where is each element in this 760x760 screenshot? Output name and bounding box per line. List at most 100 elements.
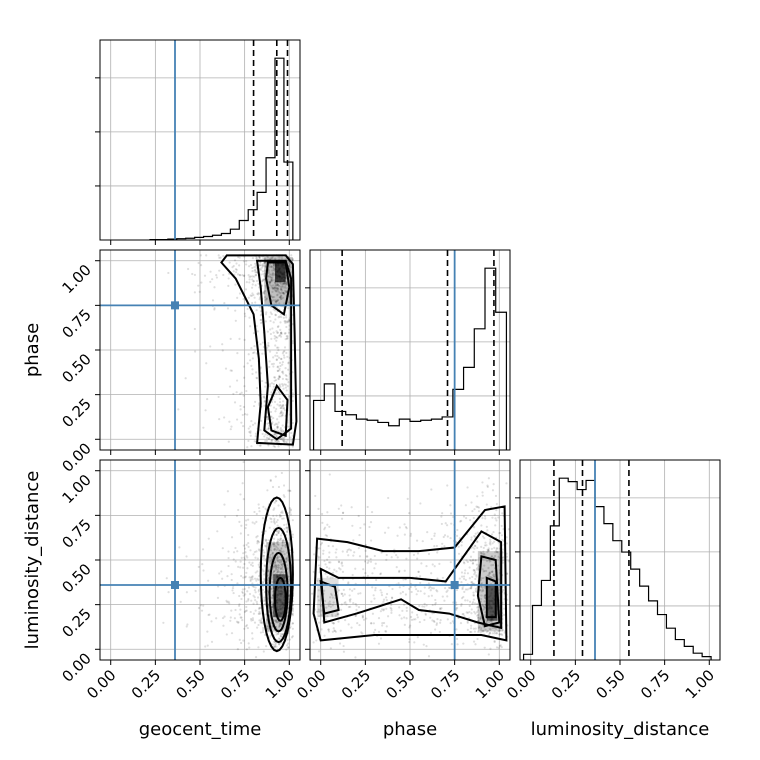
sample-point — [249, 275, 252, 278]
sample-point — [273, 286, 276, 289]
sample-point — [495, 519, 498, 522]
sample-point — [419, 581, 422, 585]
sample-point — [315, 639, 318, 642]
sample-point — [273, 295, 276, 299]
sample-point — [276, 543, 279, 546]
sample-point — [269, 311, 272, 314]
sample-point — [369, 521, 373, 524]
sample-point — [460, 580, 463, 584]
sample-point — [275, 546, 278, 549]
sample-point — [290, 636, 294, 639]
sample-point — [251, 278, 254, 281]
sample-point — [374, 562, 377, 565]
sample-point — [247, 427, 250, 430]
sample-point — [462, 561, 465, 564]
sample-point — [274, 378, 278, 382]
sample-point — [274, 344, 277, 347]
sample-point — [328, 525, 331, 528]
sample-point — [249, 430, 252, 433]
sample-point — [480, 630, 484, 633]
sample-point — [283, 495, 286, 498]
sample-point — [279, 635, 282, 638]
sample-point — [291, 421, 294, 425]
sample-point — [286, 528, 289, 531]
sample-point — [276, 369, 279, 372]
sample-point — [324, 572, 327, 575]
sample-point — [475, 563, 479, 566]
sample-point — [339, 629, 342, 632]
sample-point — [275, 621, 278, 624]
sample-point — [497, 516, 500, 519]
sample-point — [254, 264, 257, 267]
sample-point — [283, 280, 286, 284]
sample-point — [274, 566, 278, 570]
sample-point — [275, 542, 278, 545]
sample-point — [280, 331, 283, 334]
sample-point — [490, 614, 493, 617]
sample-point — [278, 415, 281, 418]
sample-point — [318, 547, 321, 550]
sample-point — [242, 544, 245, 547]
sample-point — [472, 591, 475, 594]
sample-point — [280, 641, 283, 644]
sample-point — [277, 390, 281, 394]
sample-point — [281, 263, 284, 266]
sample-point — [258, 507, 261, 510]
sample-point — [285, 526, 288, 529]
sample-point — [247, 599, 250, 602]
sample-point — [280, 315, 283, 319]
sample-point — [279, 298, 282, 301]
sample-point — [278, 374, 281, 377]
sample-point — [202, 604, 205, 607]
sample-point — [383, 531, 387, 534]
sample-point — [272, 388, 275, 391]
sample-point — [278, 513, 282, 517]
sample-point — [273, 337, 276, 340]
sample-point — [279, 566, 282, 569]
sample-point — [344, 601, 347, 604]
sample-point — [381, 622, 384, 625]
sample-point — [270, 625, 274, 628]
sample-point — [449, 536, 452, 540]
sample-point — [250, 286, 254, 289]
sample-point — [259, 343, 262, 346]
sample-point — [238, 273, 241, 277]
sample-point — [279, 614, 282, 617]
sample-point — [276, 287, 279, 290]
sample-point — [272, 356, 275, 359]
sample-point — [284, 321, 287, 324]
sample-point — [281, 285, 284, 288]
sample-point — [430, 488, 433, 491]
sample-point — [469, 559, 472, 562]
sample-point — [280, 283, 283, 286]
sample-point — [278, 383, 281, 386]
sample-point — [258, 606, 261, 609]
sample-point — [335, 570, 338, 573]
sample-point — [193, 291, 196, 294]
sample-point — [205, 254, 208, 257]
sample-point — [371, 586, 374, 589]
sample-point — [275, 407, 278, 411]
sample-point — [278, 623, 281, 626]
sample-point — [272, 385, 276, 388]
sample-point — [268, 365, 271, 369]
sample-point — [213, 307, 216, 310]
sample-point — [432, 587, 435, 590]
sample-point — [268, 557, 271, 560]
sample-point — [368, 525, 371, 529]
sample-point — [329, 576, 332, 579]
sample-point — [234, 608, 237, 612]
sample-point — [275, 434, 278, 438]
sample-point — [279, 594, 282, 597]
sample-point — [274, 642, 277, 645]
sample-point — [476, 495, 479, 498]
sample-point — [282, 517, 285, 520]
sample-point — [279, 592, 283, 596]
sample-point — [252, 553, 255, 556]
sample-point — [331, 604, 334, 607]
sample-point — [276, 290, 279, 293]
sample-point — [279, 587, 283, 590]
sample-point — [291, 622, 294, 625]
sample-point — [268, 360, 271, 363]
sample-point — [436, 577, 439, 580]
